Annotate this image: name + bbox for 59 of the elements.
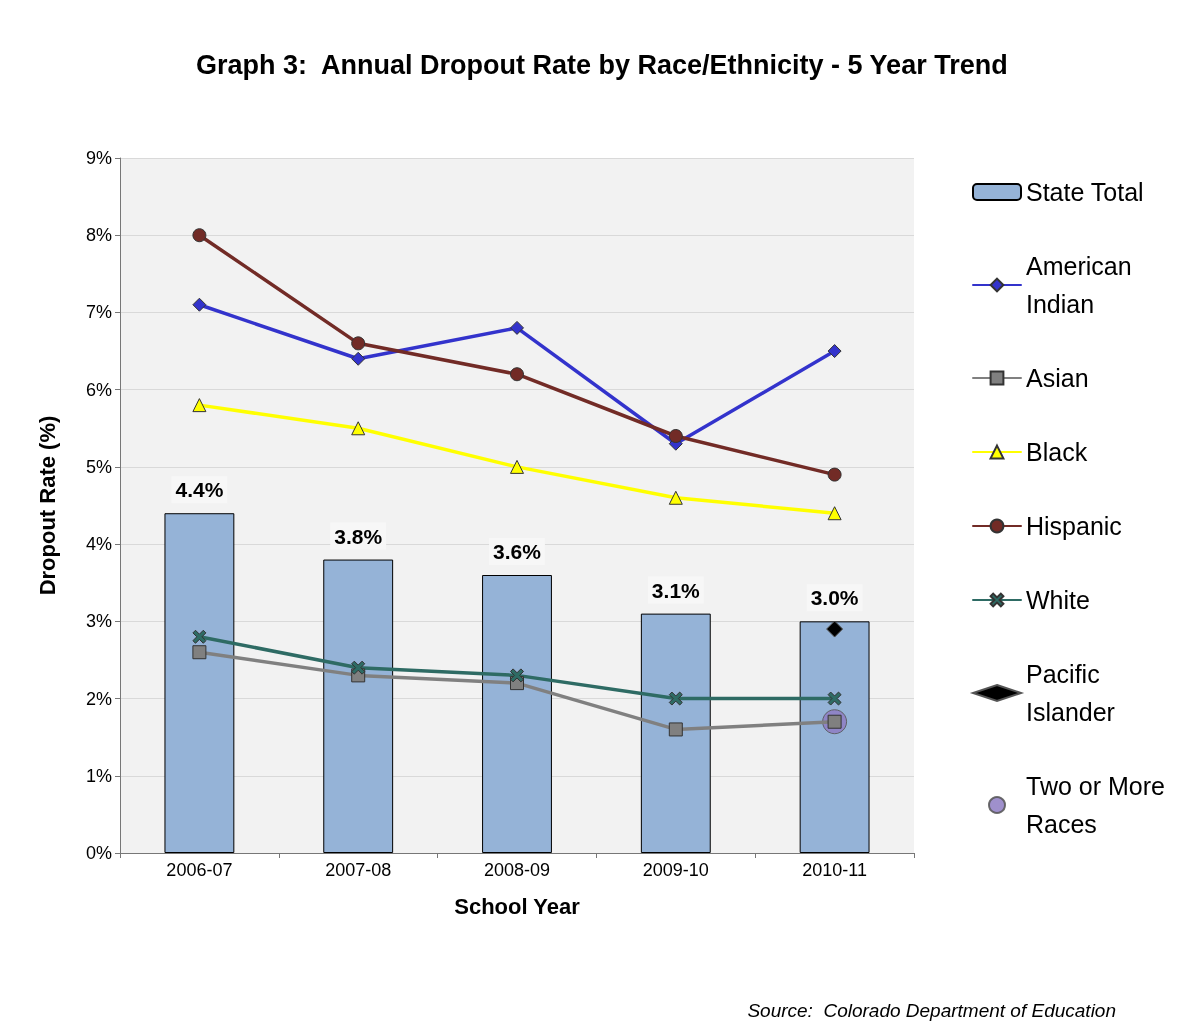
legend-label: State Total (1026, 178, 1144, 206)
x-tick-label: 2007-08 (325, 860, 392, 880)
legend-label: Pacific Islander (1026, 660, 1115, 726)
data-label: 3.8% (334, 524, 383, 548)
bar (323, 559, 394, 853)
point (351, 660, 366, 675)
point (192, 297, 207, 312)
y-tick-label: 6% (85, 379, 112, 400)
y-tick-label: 4% (85, 534, 112, 555)
point (192, 398, 207, 413)
chart-title: Graph 3: Annual Dropout Rate by Race/Ethnicity - 5 Year Trend (196, 49, 1008, 80)
point (827, 467, 842, 482)
point (192, 228, 207, 243)
y-tick-label: 5% (85, 456, 112, 477)
point (510, 668, 524, 683)
y-tick-label: 8% (85, 225, 112, 246)
legend-label: Two or More Races (1026, 772, 1172, 838)
point (510, 367, 524, 382)
y-tick-label: 3% (85, 611, 112, 632)
y-tick-label: 2% (85, 688, 112, 709)
y-tick-label: 1% (85, 765, 112, 786)
data-label: 3.1% (651, 578, 701, 602)
point (827, 344, 842, 359)
point (827, 506, 842, 521)
point (827, 691, 842, 706)
legend-label: Asian (1026, 364, 1089, 392)
y-axis-title: Dropout Rate (%) (34, 415, 60, 596)
x-tick-label: 2010-11 (802, 860, 867, 880)
point (351, 336, 366, 351)
point (668, 490, 683, 505)
x-tick-label: 2008-09 (483, 860, 551, 880)
data-label: 4.4% (175, 478, 224, 502)
legend-label: American Indian (1026, 252, 1139, 318)
bar (164, 513, 235, 853)
data-label: 3.6% (493, 540, 542, 563)
bar (799, 621, 870, 853)
point (668, 429, 683, 443)
point (192, 629, 207, 644)
point (192, 645, 207, 660)
x-tick-label: 2009-10 (642, 860, 709, 880)
bar (640, 613, 711, 853)
source-note: Source: Colorado Department of Education (747, 1000, 1117, 1021)
legend-label: Black (1026, 438, 1088, 466)
y-tick-label: 7% (85, 302, 112, 323)
point (351, 351, 366, 366)
y-tick-label: 0% (85, 843, 112, 863)
x-tick-label: 2006-07 (166, 860, 233, 880)
point (510, 459, 524, 474)
x-axis-title: School Year (454, 893, 581, 919)
data-label: 3.0% (810, 586, 859, 610)
bar (482, 575, 552, 853)
point (351, 421, 366, 436)
y-tick-label: 9% (85, 148, 112, 168)
point (668, 722, 683, 737)
point (668, 691, 683, 706)
legend-label: White (1026, 586, 1090, 614)
legend-label: Hispanic (1026, 512, 1122, 540)
point (826, 620, 844, 638)
point (510, 320, 524, 335)
